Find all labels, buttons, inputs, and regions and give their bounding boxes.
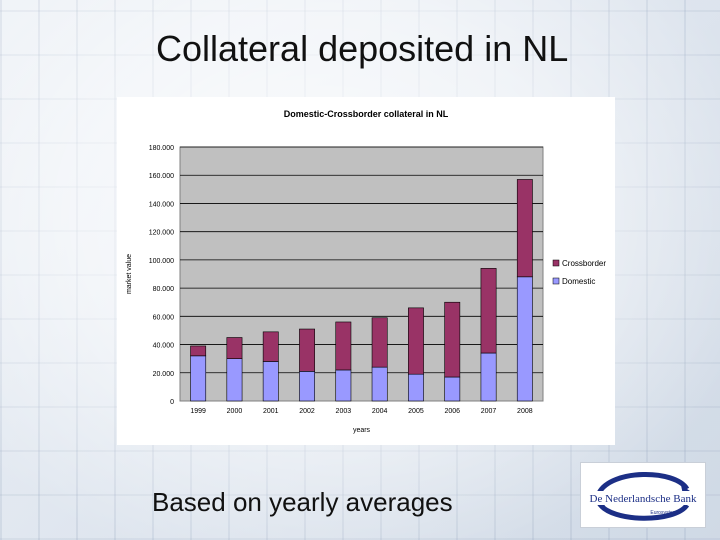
bar-crossborder-2001 [262,331,279,362]
bar-crossborder-2005 [408,307,424,375]
x-tick-label: 2000 [227,408,243,415]
bar-domestic-2005 [408,373,424,402]
y-tick-label: 120.000 [149,230,174,237]
legend-label-domestic: Domestic [562,277,595,286]
bar-crossborder-2002 [299,328,315,372]
x-tick-label: 1999 [190,408,206,415]
chart-svg: Domestic-Crossborder collateral in NL 0 20… [126,109,606,434]
legend-swatch-domestic [552,277,560,285]
y-tick-label: 40.000 [153,343,175,350]
bar-domestic-2008 [516,276,533,402]
y-tick-label: 0 [170,399,174,406]
footer-note: Based on yearly averages [152,487,453,517]
bar-crossborder-2004 [371,317,388,368]
logo-arc-top [596,472,690,495]
legend-label-crossborder: Crossborder [562,259,606,268]
bar-domestic-2000 [226,358,243,402]
bar-crossborder-1999 [190,345,207,357]
bar-domestic-2006 [444,376,461,402]
bar-crossborder-2008 [516,179,533,278]
y-tick-label: 80.000 [153,286,175,293]
y-tick-label: 100.000 [149,258,174,265]
x-tick-label: 2007 [481,408,497,415]
y-tick-label: 180.000 [149,145,174,152]
x-tick-label: 2005 [408,408,424,415]
y-tick-label: 160.000 [149,173,174,180]
bar-domestic-2001 [262,361,279,402]
bar-crossborder-2006 [444,301,461,378]
y-tick-label: 20.000 [153,371,175,378]
x-tick-label: 2002 [299,408,315,415]
y-tick-label: 60.000 [153,314,175,321]
logo-tagline: Eurosysteem [650,510,679,516]
bar-domestic-2007 [480,352,497,402]
logo-name: De Nederlandsche Bank [590,493,697,505]
x-tick-label: 2001 [263,408,279,415]
bar-domestic-2003 [335,369,352,402]
bar-crossborder-2000 [226,337,243,359]
chart-title: Domestic-Crossborder collateral in NL [284,109,449,119]
logo-arc-bottom [596,501,690,521]
bar-domestic-2002 [299,371,315,402]
x-tick-label: 2004 [372,408,388,415]
y-axis-label: market value [126,254,133,294]
x-tick-label: 2008 [517,408,533,415]
legend-swatch-crossborder [552,259,560,267]
x-axis-label: years [353,427,371,434]
chart-container: Domestic-Crossborder collateral in NL 0 20… [117,97,615,445]
x-tick-label: 2003 [336,408,352,415]
y-tick-label: 140.000 [149,201,174,208]
bar-domestic-1999 [190,355,207,402]
bar-crossborder-2007 [480,268,497,354]
bar-domestic-2004 [371,366,388,402]
slide-title: Collateral deposited in NL [156,28,569,69]
x-tick-label: 2006 [444,408,460,415]
bar-crossborder-2003 [335,321,352,371]
dnb-logo: De Nederlandsche Bank Eurosysteem [580,462,706,528]
